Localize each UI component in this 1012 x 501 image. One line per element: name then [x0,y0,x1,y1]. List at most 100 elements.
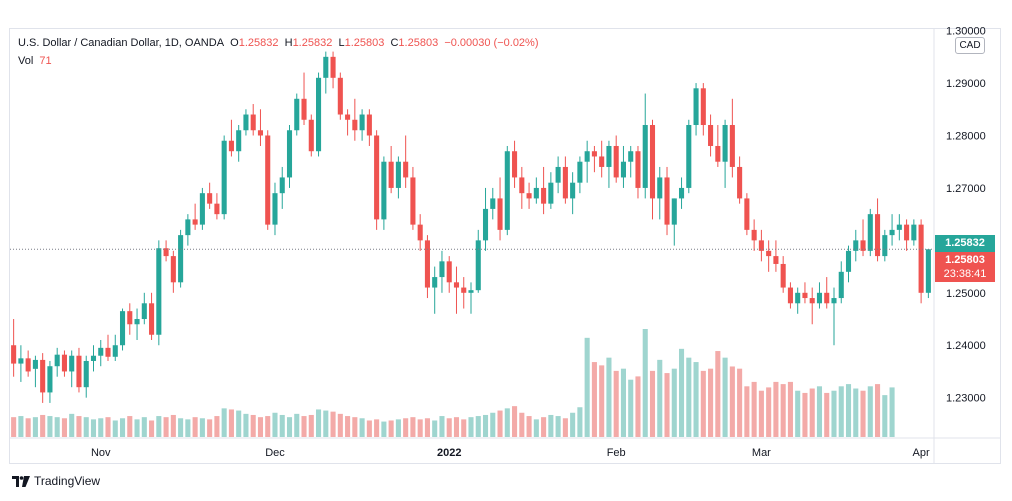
candle-body[interactable] [657,177,663,199]
candle-body[interactable] [446,261,452,283]
candle-body[interactable] [345,114,351,120]
candle-body[interactable] [323,56,329,78]
candle-body[interactable] [134,319,140,325]
candle-body[interactable] [424,240,430,288]
candle-body[interactable] [686,125,692,188]
candle-body[interactable] [83,360,89,388]
candle-body[interactable] [410,177,416,225]
candle-body[interactable] [693,88,699,126]
candle-body[interactable] [620,161,626,178]
candle-body[interactable] [533,187,539,199]
candle-body[interactable] [388,161,394,188]
candle-body[interactable] [555,166,561,183]
candle-body[interactable] [178,235,184,283]
candle-body[interactable] [185,219,191,236]
candle-body[interactable] [773,256,779,264]
candle-body[interactable] [904,224,910,241]
candle-body[interactable] [737,166,743,199]
candle-body[interactable] [156,248,162,335]
candle-body[interactable] [635,151,641,188]
candle-body[interactable] [98,347,104,356]
candle-body[interactable] [708,125,714,146]
candle-body[interactable] [468,290,474,293]
candle-body[interactable] [192,219,198,225]
candle-body[interactable] [867,214,873,251]
candle-body[interactable] [149,303,155,335]
candle-body[interactable] [853,240,859,251]
candle-body[interactable] [417,224,423,241]
candle-body[interactable] [649,125,656,199]
candle-body[interactable] [816,292,823,304]
candle-body[interactable] [316,77,322,152]
candle-body[interactable] [439,261,445,278]
candle-body[interactable] [432,277,438,288]
candle-body[interactable] [207,193,213,204]
candle-body[interactable] [570,182,576,199]
candle-body[interactable] [286,130,293,178]
candle-body[interactable] [18,358,24,364]
candle-body[interactable] [896,224,902,230]
candle-body[interactable] [257,130,264,136]
candle-body[interactable] [374,135,380,220]
candle-body[interactable] [824,292,830,304]
candle-body[interactable] [512,151,518,178]
candle-body[interactable] [236,130,242,152]
candle-body[interactable] [170,256,176,283]
candle-body[interactable] [403,161,409,178]
candle-body[interactable] [751,229,757,241]
candle-body[interactable] [497,198,503,230]
candle-body[interactable] [780,263,786,288]
candle-body[interactable] [366,114,372,136]
candle-body[interactable] [504,151,510,230]
candle-body[interactable] [40,359,46,393]
candle-body[interactable] [105,347,111,357]
candle-body[interactable] [47,366,53,393]
footer-brand[interactable]: TradingView [12,474,100,488]
candle-body[interactable] [664,177,670,225]
volume-label[interactable]: Vol [18,55,34,67]
candle-body[interactable] [221,140,227,215]
candle-body[interactable] [272,193,278,225]
candle-body[interactable] [243,114,249,131]
candle-body[interactable] [642,125,648,188]
candle-body[interactable] [294,98,300,131]
candle-body[interactable] [584,151,590,162]
candle-body[interactable] [925,249,931,293]
candle-body[interactable] [831,298,837,304]
candle-body[interactable] [526,193,532,199]
candle-body[interactable] [482,208,489,241]
candle-body[interactable] [802,292,808,299]
candle-body[interactable] [722,125,728,162]
candle-body[interactable] [214,203,220,215]
candle-body[interactable] [758,240,764,251]
candle-body[interactable] [25,358,31,372]
candle-body[interactable] [882,235,888,257]
candle-body[interactable] [678,187,685,199]
candle-body[interactable] [395,161,401,188]
candle-body[interactable] [889,229,895,236]
candle-body[interactable] [541,187,547,204]
candle-body[interactable] [265,135,271,225]
candle-body[interactable] [475,240,481,291]
candle-body[interactable] [795,292,801,304]
candle-body[interactable] [90,355,97,361]
candle-body[interactable] [729,125,735,167]
candle-body[interactable] [337,77,343,115]
candle-body[interactable] [141,303,147,320]
candle-body[interactable] [163,248,169,257]
candle-body[interactable] [453,282,460,288]
symbol-title[interactable]: U.S. Dollar / Canadian Dollar, 1D, OANDA [18,37,225,49]
candle-body[interactable] [381,161,387,220]
candle-body[interactable] [715,145,721,162]
candle-body[interactable] [76,355,82,388]
candle-body[interactable] [301,98,307,120]
candle-body[interactable] [199,193,205,225]
candle-body[interactable] [744,198,750,230]
candle-body[interactable] [562,166,568,199]
candle-body[interactable] [911,224,917,241]
candle-body[interactable] [61,354,67,372]
candle-body[interactable] [119,311,126,346]
candle-body[interactable] [766,250,772,257]
candle-body[interactable] [577,161,583,183]
candle-body[interactable] [32,359,38,369]
